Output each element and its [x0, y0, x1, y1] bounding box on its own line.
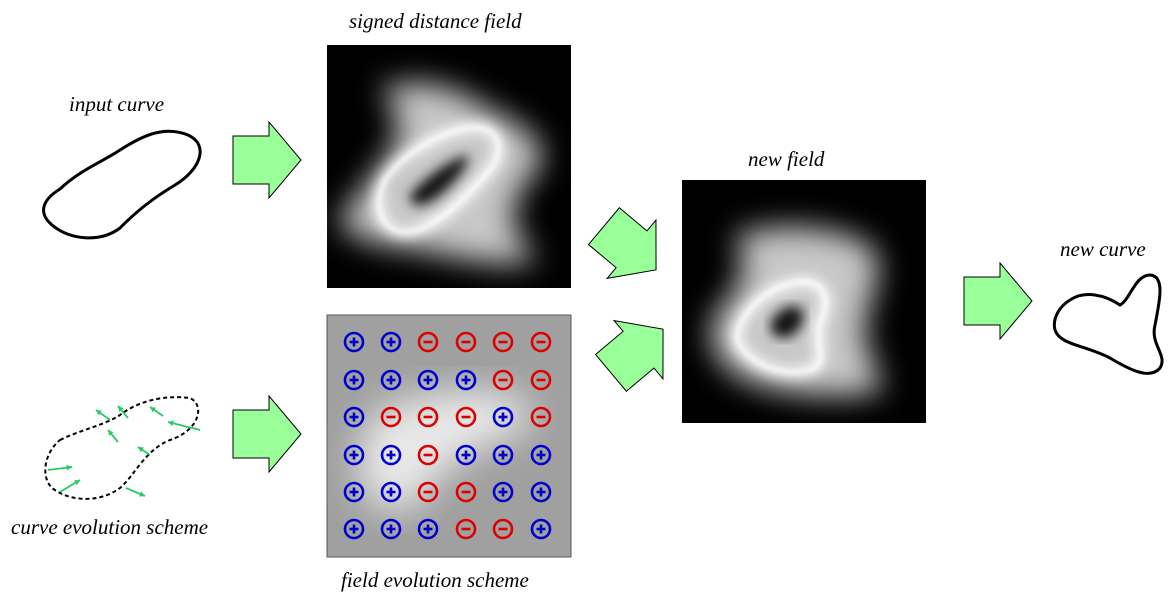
curve-evolution-scheme: [44, 396, 201, 500]
plus-sign-icon: [492, 444, 514, 466]
arrow-field-to-curve-icon: [963, 261, 1033, 341]
input-curve-label: input curve: [69, 92, 165, 116]
minus-sign-icon: [417, 406, 439, 428]
plus-sign-icon: [530, 444, 552, 466]
plus-sign-icon: [380, 444, 402, 466]
plus-sign-icon: [343, 481, 365, 503]
plus-sign-icon: [343, 444, 365, 466]
plus-sign-icon: [380, 369, 402, 391]
evolution-vector-arrow: [117, 405, 129, 419]
flow-arrows: [232, 120, 1033, 474]
plus-sign-icon: [380, 331, 402, 353]
plus-sign-icon: [530, 481, 552, 503]
signed-distance-field-label: signed distance field: [349, 9, 522, 33]
minus-sign-icon: [417, 331, 439, 353]
minus-sign-icon: [530, 406, 552, 428]
plus-sign-icon: [343, 331, 365, 353]
dashed-curve: [44, 396, 200, 500]
arrow-scheme-to-new-field-icon: [594, 319, 664, 392]
evolution-vector-arrow: [59, 479, 81, 493]
minus-sign-icon: [492, 518, 514, 540]
minus-sign-icon: [455, 331, 477, 353]
sign-grid: [343, 331, 552, 540]
evolution-vectors: [47, 405, 201, 497]
new-field-image: [682, 180, 926, 423]
field-evolution-scheme-image: [326, 314, 572, 558]
minus-sign-icon: [417, 444, 439, 466]
input-curve: [42, 129, 202, 240]
evolution-vector-arrow: [167, 420, 201, 431]
new-curve-label: new curve: [1060, 237, 1146, 261]
evolution-vector-arrow: [125, 487, 146, 497]
evolution-vector-arrow: [149, 406, 164, 417]
evolution-vector-arrow: [137, 446, 151, 456]
arrow-curve-to-sdf-icon: [232, 120, 302, 200]
plus-sign-icon: [417, 518, 439, 540]
arrow-scheme-to-field-icon: [232, 394, 302, 474]
field-evolution-scheme-label: field evolution scheme: [341, 568, 529, 592]
evolution-vector-arrow: [95, 409, 111, 421]
minus-sign-icon: [530, 331, 552, 353]
plus-sign-icon: [530, 518, 552, 540]
signed-distance-field-image: [327, 45, 571, 288]
evolution-vector-arrow: [107, 429, 119, 443]
evolution-vector-arrow: [47, 464, 73, 471]
plus-sign-icon: [455, 444, 477, 466]
minus-sign-icon: [530, 369, 552, 391]
minus-sign-icon: [417, 481, 439, 503]
arrow-sdf-to-new-field-icon: [587, 207, 657, 280]
minus-sign-icon: [380, 406, 402, 428]
plus-sign-icon: [492, 406, 514, 428]
minus-sign-icon: [455, 518, 477, 540]
minus-sign-icon: [492, 369, 514, 391]
plus-sign-icon: [343, 406, 365, 428]
minus-sign-icon: [492, 331, 514, 353]
plus-sign-icon: [455, 369, 477, 391]
plus-sign-icon: [417, 369, 439, 391]
new-curve: [1052, 273, 1164, 375]
plus-sign-icon: [343, 518, 365, 540]
curve-evolution-scheme-label: curve evolution scheme: [11, 515, 209, 539]
plus-sign-icon: [343, 369, 365, 391]
plus-sign-icon: [380, 518, 402, 540]
minus-sign-icon: [455, 406, 477, 428]
plus-sign-icon: [380, 481, 402, 503]
new-field-label: new field: [748, 147, 825, 171]
minus-sign-icon: [455, 481, 477, 503]
plus-sign-icon: [492, 481, 514, 503]
